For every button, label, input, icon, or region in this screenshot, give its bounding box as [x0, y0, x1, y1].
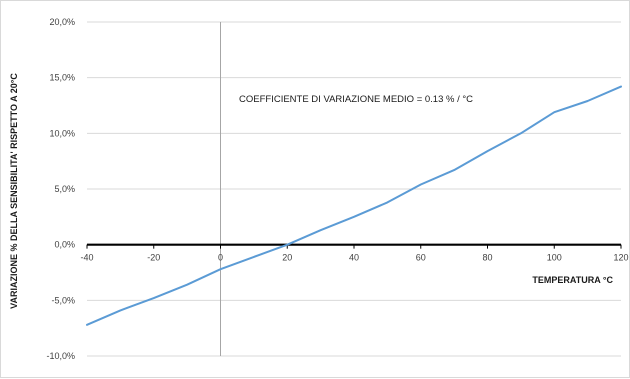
- y-tick-label: -10,0%: [46, 351, 75, 361]
- gridlines: [87, 21, 621, 357]
- x-tick-labels: -40 -20 0 20 40 60 80 100 120: [80, 253, 628, 263]
- x-tick-label: 0: [218, 253, 223, 263]
- x-tick-label: 120: [613, 253, 628, 263]
- series-line: [86, 85, 622, 326]
- x-tick-label: 20: [282, 253, 292, 263]
- y-tick-label: 10,0%: [49, 128, 75, 138]
- y-tick-label: -5,0%: [51, 295, 75, 305]
- x-axis-title: TEMPERATURA °C: [532, 275, 613, 285]
- y-tick-label: 15,0%: [49, 73, 75, 83]
- y-tick-labels: -10,0% -5,0% 0,0% 5,0% 10,0% 15,0% 20,0%: [46, 17, 75, 361]
- x-tick-label: 100: [547, 253, 562, 263]
- x-tick-label: -20: [147, 253, 160, 263]
- x-tick-label: 40: [349, 253, 359, 263]
- series-layer: [86, 85, 622, 326]
- chart-annotation: COEFFICIENTE DI VARIAZIONE MEDIO = 0.13 …: [239, 94, 473, 105]
- x-tick-label: 60: [416, 253, 426, 263]
- y-tick-label: 0,0%: [54, 240, 75, 250]
- y-tick-label: 5,0%: [54, 184, 75, 194]
- y-tick-label: 20,0%: [49, 17, 75, 27]
- x-tick-label: -40: [80, 253, 93, 263]
- y-axis-title: VARIAZIONE % DELLA SENSIBILITA' RISPETTO…: [9, 73, 19, 309]
- x-tick-label: 80: [482, 253, 492, 263]
